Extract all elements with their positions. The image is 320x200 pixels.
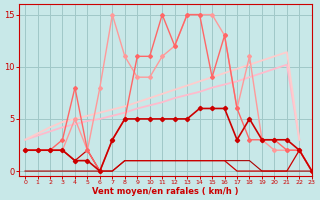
X-axis label: Vent moyen/en rafales ( km/h ): Vent moyen/en rafales ( km/h ): [92, 187, 239, 196]
